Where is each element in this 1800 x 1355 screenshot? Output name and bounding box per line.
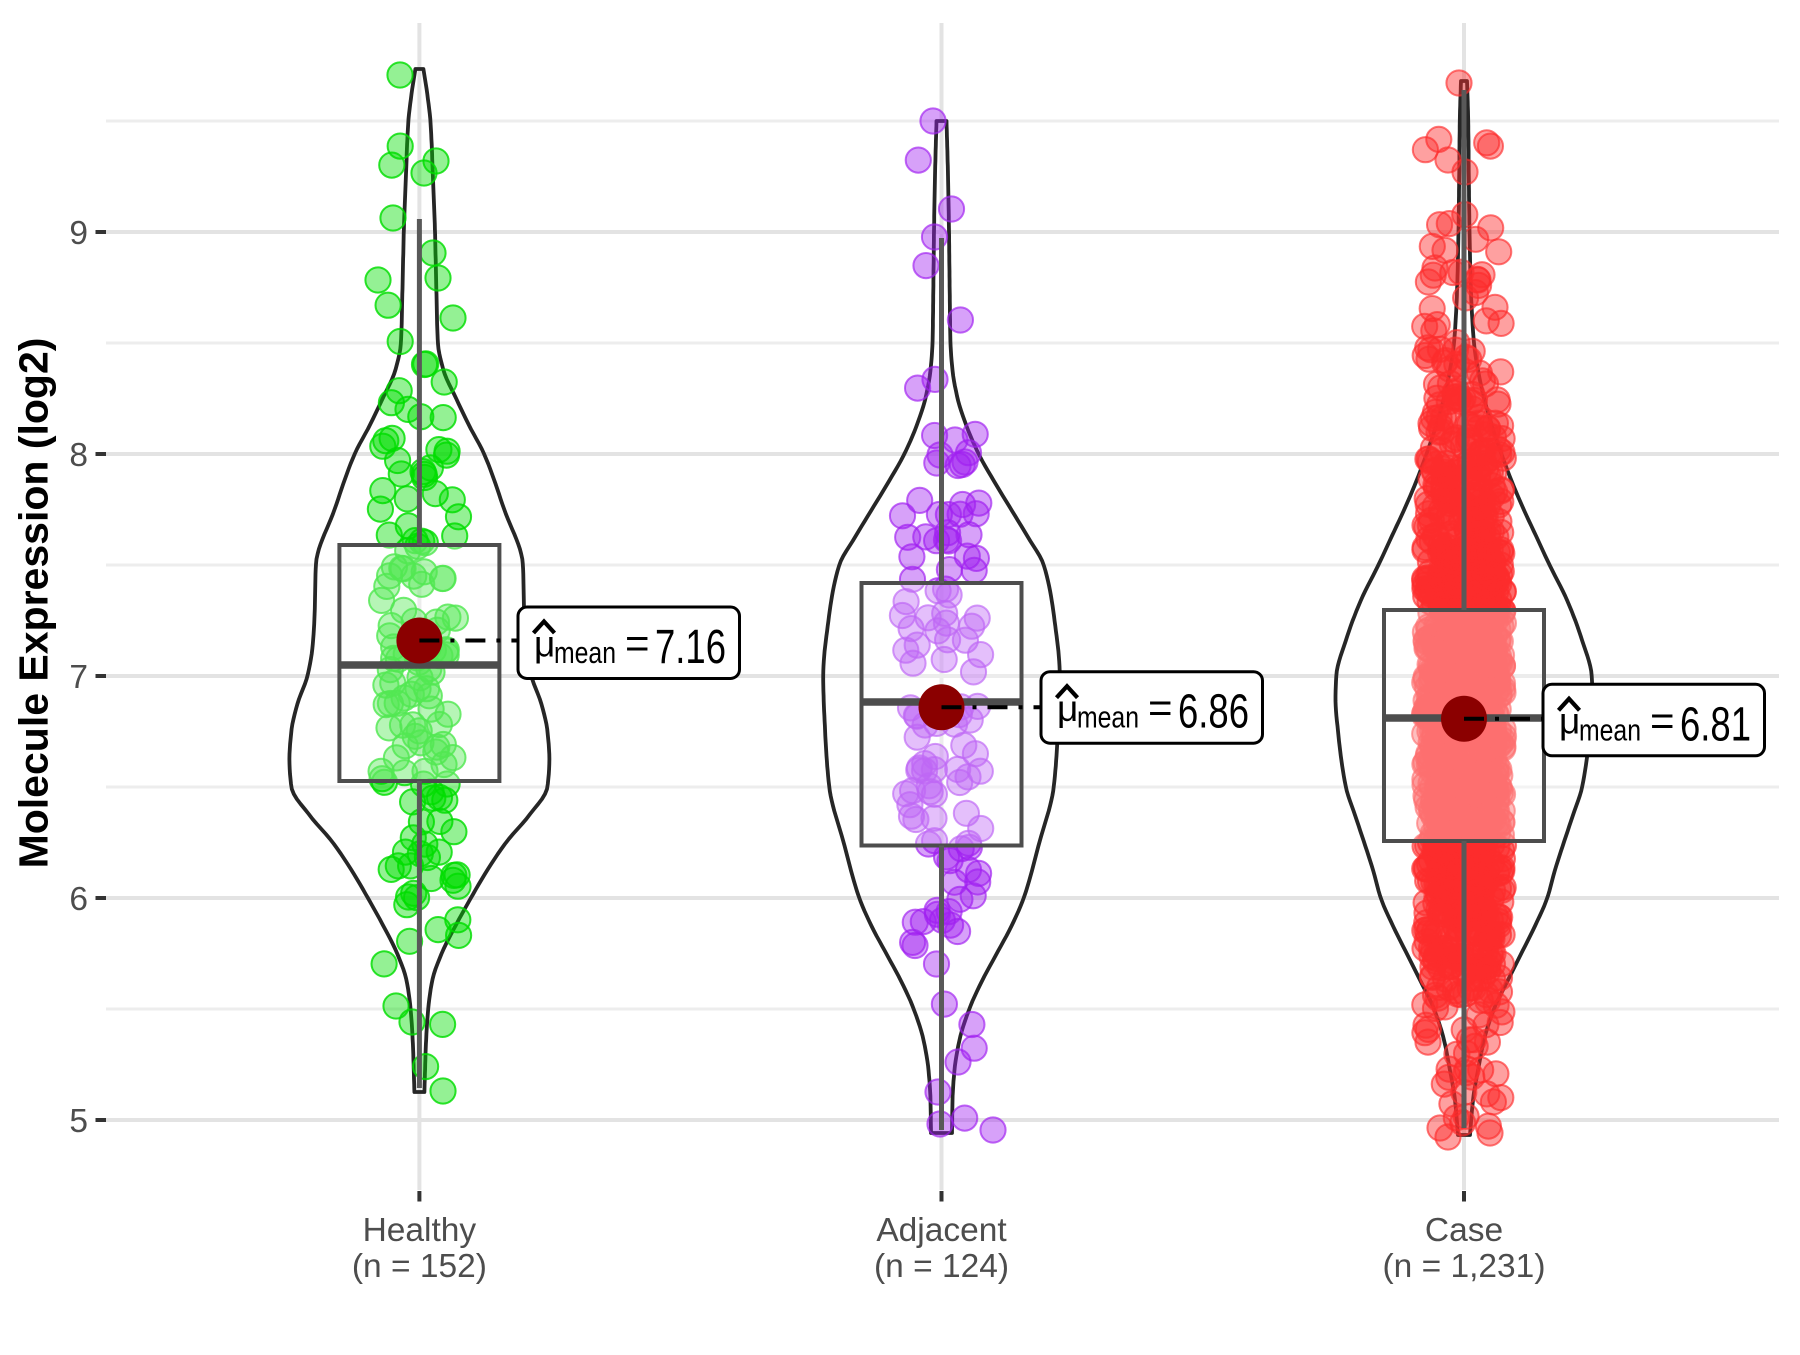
svg-text:(n = 152): (n = 152) xyxy=(352,1248,487,1285)
svg-text:7: 7 xyxy=(69,659,88,696)
svg-text:(n = 1,231): (n = 1,231) xyxy=(1383,1248,1546,1285)
svg-text:Molecule Expression (log2): Molecule Expression (log2) xyxy=(11,338,57,869)
svg-text:=: = xyxy=(1148,684,1173,731)
svg-text:5: 5 xyxy=(69,1103,88,1140)
svg-text:mean: mean xyxy=(554,635,616,670)
svg-text:=: = xyxy=(1650,697,1675,744)
svg-text:=: = xyxy=(625,620,650,667)
svg-text:9: 9 xyxy=(69,215,88,252)
svg-text:6: 6 xyxy=(69,881,88,918)
svg-text:7.16: 7.16 xyxy=(655,621,726,674)
svg-text:Adjacent: Adjacent xyxy=(876,1212,1007,1249)
svg-text:6.81: 6.81 xyxy=(1680,698,1751,751)
svg-text:Case: Case xyxy=(1425,1212,1503,1249)
svg-text:(n = 124): (n = 124) xyxy=(874,1248,1009,1285)
svg-text:μ: μ xyxy=(1559,701,1580,742)
svg-text:μ: μ xyxy=(1057,688,1078,729)
svg-text:6.86: 6.86 xyxy=(1178,686,1249,739)
svg-text:8: 8 xyxy=(69,437,88,474)
svg-text:mean: mean xyxy=(1077,700,1139,735)
svg-text:Healthy: Healthy xyxy=(363,1212,477,1249)
svg-text:μ: μ xyxy=(534,623,555,664)
svg-text:mean: mean xyxy=(1579,712,1641,747)
